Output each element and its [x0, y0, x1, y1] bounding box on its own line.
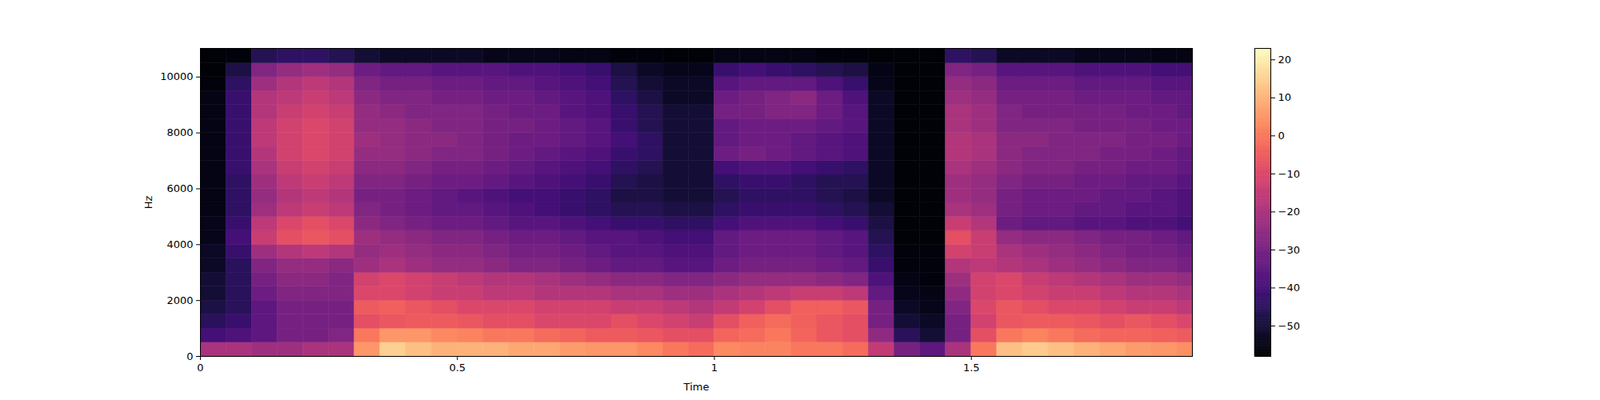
- svg-text:−20: −20: [1278, 205, 1300, 218]
- svg-text:0: 0: [1278, 129, 1285, 142]
- svg-text:Hz: Hz: [142, 196, 155, 210]
- svg-text:10000: 10000: [160, 70, 193, 83]
- svg-text:Time: Time: [683, 380, 710, 393]
- svg-text:1: 1: [711, 361, 718, 374]
- svg-text:−30: −30: [1278, 244, 1300, 256]
- svg-text:6000: 6000: [166, 182, 193, 195]
- svg-text:−40: −40: [1278, 281, 1300, 294]
- svg-text:1.5: 1.5: [963, 361, 980, 374]
- svg-text:10: 10: [1278, 91, 1292, 104]
- svg-text:0.5: 0.5: [448, 361, 466, 374]
- svg-text:0: 0: [196, 361, 204, 374]
- svg-text:−50: −50: [1278, 320, 1300, 332]
- svg-text:20: 20: [1278, 53, 1292, 66]
- svg-text:4000: 4000: [166, 238, 193, 251]
- svg-text:2000: 2000: [166, 294, 193, 307]
- svg-text:0: 0: [186, 350, 193, 363]
- svg-text:−10: −10: [1278, 168, 1300, 180]
- svg-text:8000: 8000: [166, 126, 193, 139]
